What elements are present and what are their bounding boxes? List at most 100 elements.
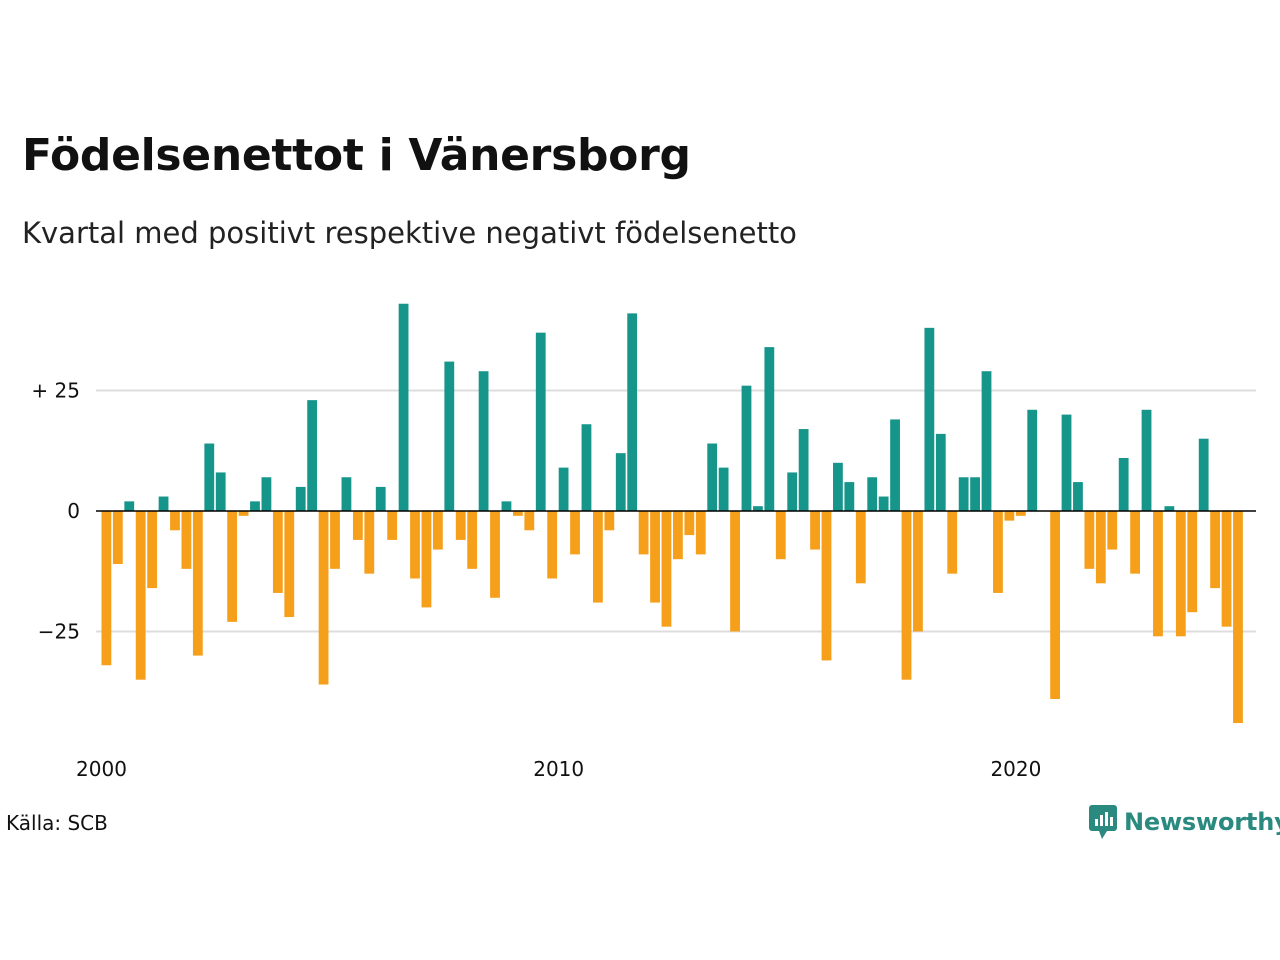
gridlines <box>96 389 1256 633</box>
x-tick-label-0: 2000 <box>76 757 127 781</box>
bar-63 <box>821 511 832 661</box>
bar-49 <box>661 511 672 627</box>
bar-75 <box>958 477 969 511</box>
bar-43 <box>592 511 603 603</box>
bar-38 <box>535 332 546 511</box>
bar-65 <box>844 482 855 511</box>
bar-2 <box>124 501 135 511</box>
bar-25 <box>387 511 398 540</box>
bar-80 <box>1015 511 1026 516</box>
bar-52 <box>695 511 706 555</box>
bar-73 <box>935 433 946 511</box>
bar-36 <box>512 511 523 516</box>
bar-22 <box>352 511 363 540</box>
bar-17 <box>295 486 306 511</box>
bar-55 <box>730 511 740 632</box>
bar-39 <box>547 511 558 579</box>
bar-77 <box>981 371 992 511</box>
y-tick-label-2: −25 <box>38 620 80 644</box>
bar-19 <box>318 511 329 685</box>
x-tick-label-2: 2020 <box>990 757 1041 781</box>
bar-4 <box>147 511 158 589</box>
bar-44 <box>604 511 615 531</box>
bar-48 <box>650 511 660 603</box>
bar-50 <box>673 511 683 560</box>
bar-37 <box>524 511 535 531</box>
bar-15 <box>272 511 283 593</box>
bar-68 <box>878 496 889 511</box>
y-tick-label-1: 0 <box>67 499 80 523</box>
bar-88 <box>1107 511 1118 550</box>
bar-29 <box>432 511 443 550</box>
bar-53 <box>707 443 718 511</box>
bar-61 <box>798 429 809 511</box>
bar-62 <box>810 511 820 550</box>
bar-5 <box>158 496 169 511</box>
bar-57 <box>753 506 763 511</box>
bar-35 <box>501 501 512 511</box>
bar-71 <box>913 511 923 632</box>
bar-7 <box>181 511 192 569</box>
bar-12 <box>238 511 249 516</box>
bar-41 <box>570 511 580 555</box>
bar-89 <box>1118 457 1129 511</box>
bar-59 <box>775 511 786 560</box>
bar-16 <box>284 511 295 618</box>
bar-6 <box>170 511 180 531</box>
bar-95 <box>1187 511 1198 613</box>
source-note: Källa: SCB <box>6 811 108 835</box>
bar-90 <box>1130 511 1140 574</box>
bar-51 <box>684 511 695 536</box>
bar-86 <box>1084 511 1095 569</box>
bar-33 <box>478 371 489 511</box>
bar-26 <box>398 303 409 511</box>
newsworthy-chart-bubble-icon <box>1089 805 1117 839</box>
bar-85 <box>1073 482 1083 511</box>
bar-18 <box>307 400 318 511</box>
bar-0 <box>101 511 112 666</box>
bar-94 <box>1175 511 1186 637</box>
bar-99 <box>1233 511 1243 724</box>
bar-93 <box>1164 506 1175 511</box>
y-tick-label-0: + 25 <box>31 379 80 403</box>
bar-56 <box>741 385 752 511</box>
bar-9 <box>204 443 215 511</box>
x-tick-label-1: 2010 <box>533 757 584 781</box>
bar-66 <box>855 511 866 584</box>
bar-47 <box>638 511 649 555</box>
bar-20 <box>330 511 340 569</box>
bar-32 <box>467 511 478 569</box>
bar-74 <box>947 511 958 574</box>
bar-14 <box>261 477 272 511</box>
bar-70 <box>901 511 912 680</box>
bar-87 <box>1095 511 1106 584</box>
bar-1 <box>112 511 123 565</box>
bar-81 <box>1027 409 1038 511</box>
bar-31 <box>455 511 466 540</box>
bar-11 <box>227 511 238 622</box>
bar-91 <box>1141 409 1152 511</box>
bar-97 <box>1210 511 1221 589</box>
bar-98 <box>1221 511 1232 627</box>
bar-21 <box>341 477 352 511</box>
bar-83 <box>1050 511 1060 699</box>
bar-46 <box>627 313 638 511</box>
bar-30 <box>444 361 455 511</box>
bar-64 <box>833 462 843 511</box>
bars <box>101 303 1243 724</box>
bar-69 <box>890 419 900 511</box>
bar-54 <box>718 467 729 511</box>
bar-27 <box>410 511 420 579</box>
bar-67 <box>867 477 878 511</box>
chart-title: Födelsenettot i Vänersborg <box>22 130 691 181</box>
bar-8 <box>192 511 203 656</box>
brand-logo: Newsworthy <box>1088 802 1280 842</box>
bar-40 <box>558 467 569 511</box>
bar-34 <box>490 511 500 598</box>
bar-13 <box>250 501 260 511</box>
bar-96 <box>1198 438 1209 511</box>
bar-42 <box>581 424 592 511</box>
bar-24 <box>375 486 386 511</box>
bar-72 <box>924 327 935 511</box>
